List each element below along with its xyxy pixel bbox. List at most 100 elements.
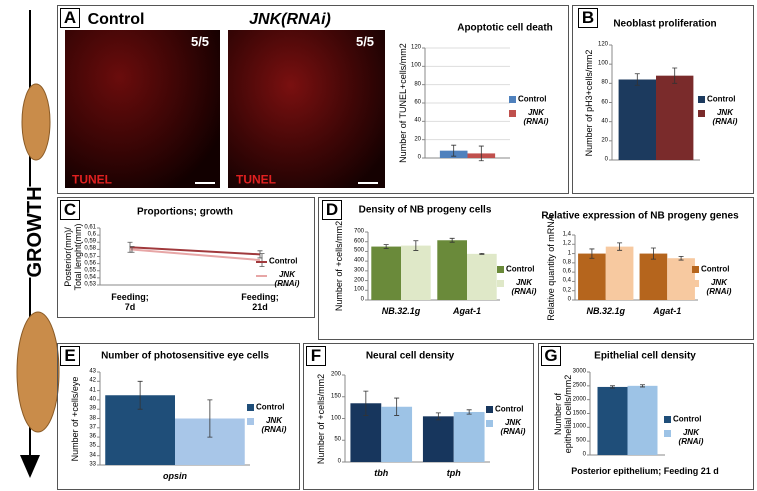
y-tick-label: 3000	[572, 368, 586, 375]
panel	[538, 343, 754, 490]
micrograph	[228, 30, 385, 188]
error-bar	[640, 384, 645, 388]
y-tick-label: 36	[89, 433, 96, 440]
bar	[639, 253, 668, 300]
legend-swatch	[247, 418, 254, 425]
legend-label: JNK (RNAi)	[678, 428, 704, 446]
chart-title: Density of NB progeny cells	[358, 204, 492, 216]
y-tick-label: 0,61	[84, 224, 96, 231]
y-tick-label: 80	[601, 80, 608, 87]
y-tick-label: 38	[89, 415, 96, 422]
bar	[605, 246, 634, 300]
y-tick-label: 300	[353, 267, 364, 274]
arrow-head	[20, 455, 40, 478]
stain: TUNEL	[72, 172, 112, 187]
error-bar	[466, 409, 472, 415]
error-bar	[413, 240, 419, 251]
bar	[371, 246, 401, 300]
line	[129, 248, 261, 262]
growth-label: GROWTH	[23, 186, 46, 278]
bar	[422, 416, 454, 462]
y-tick-label: 150	[330, 393, 341, 400]
micrograph	[65, 30, 220, 188]
stain: TUNEL	[236, 172, 276, 187]
x-tick-label: Agat-1	[452, 306, 482, 317]
x-tick-label: Agat-1	[653, 306, 682, 317]
y-tick-label: 0,53	[84, 281, 96, 288]
bar	[667, 258, 695, 300]
error-bar	[383, 244, 389, 249]
score: 5/5	[190, 33, 210, 49]
panel-letter: B	[578, 8, 598, 28]
y-tick-label: 0,6	[87, 231, 96, 238]
panel	[572, 5, 754, 194]
y-tick-label: 35	[89, 443, 96, 450]
chart-title: Epithelial cell density	[594, 350, 696, 362]
y-tick-label: 100	[353, 286, 364, 293]
bar	[597, 386, 628, 455]
y-tick-label: 0,55	[84, 267, 96, 274]
y-tick-label: 0,54	[84, 274, 96, 281]
legend-swatch	[486, 420, 493, 427]
chart-title: Proportions; growth	[136, 206, 234, 218]
panel	[57, 5, 569, 194]
y-tick-label: 0	[337, 458, 341, 465]
legend-swatch	[247, 404, 254, 411]
panel	[57, 343, 300, 490]
y-tick-label: 39	[89, 405, 96, 412]
y-tick-label: 600	[353, 238, 364, 245]
y-tick-label: 200	[353, 277, 364, 284]
y-tick-label: 0,8	[562, 259, 571, 266]
y-tick-label: 120	[410, 44, 421, 51]
y-tick-label: 2000	[572, 396, 586, 403]
y-axis-label: Number of +cells/mm2	[334, 220, 345, 312]
x-tick-label: NB.32.1g	[586, 306, 626, 317]
panel-letter: C	[60, 200, 80, 220]
y-tick-label: 40	[601, 118, 608, 125]
legend-swatch	[497, 280, 504, 287]
error-bar	[672, 67, 678, 84]
panel-letter: G	[541, 346, 561, 366]
error-bar	[207, 399, 213, 438]
bar	[401, 245, 431, 300]
legend-swatch	[664, 430, 671, 437]
y-tick-label: 500	[575, 437, 586, 444]
x-tick-label: tph	[446, 468, 461, 479]
y-axis-label: Relative quantity of mRNA	[546, 214, 557, 321]
legend-swatch	[692, 266, 699, 273]
y-tick-label: 1,4	[562, 231, 571, 238]
legend-swatch	[497, 266, 504, 273]
y-axis-label: Number of +cells/eye	[70, 376, 81, 461]
legend-label: JNK (RNAi)	[261, 416, 287, 434]
error-bar	[478, 145, 484, 162]
y-tick-label: 0,58	[84, 246, 96, 253]
panel	[303, 343, 534, 490]
bar	[656, 75, 694, 160]
image-title: Control	[87, 11, 145, 29]
y-axis-label: Number of TUNEL+cells/mm2	[398, 43, 409, 163]
legend-swatch	[486, 406, 493, 413]
y-tick-label: 1000	[572, 424, 586, 431]
panel-letter: F	[306, 346, 326, 366]
x-tick-label: Feeding; 7d	[111, 292, 149, 312]
legend-label: Control	[518, 94, 547, 104]
legend-label: JNK (RNAi)	[500, 418, 526, 436]
x-tick-label: Feeding; 21d	[241, 292, 279, 312]
x-axis-label: Posterior epithelium; Feeding 21 d	[571, 466, 719, 477]
y-tick-label: 43	[89, 368, 96, 375]
error-bar	[617, 242, 623, 251]
y-tick-label: 40	[414, 118, 421, 125]
panel-letter: A	[60, 8, 80, 28]
y-tick-label: 41	[89, 387, 96, 394]
legend-label: Control	[269, 256, 298, 266]
worm	[16, 311, 60, 433]
panel	[318, 197, 754, 340]
error-bar	[449, 237, 455, 243]
legend-label: Control	[495, 404, 524, 414]
legend-label: JNK (RNAi)	[274, 270, 300, 288]
y-tick-label: 1,2	[562, 240, 571, 247]
panel-letter: E	[60, 346, 80, 366]
panel-letter: D	[322, 200, 342, 220]
chart-title: Relative expression of NB progeny genes	[541, 210, 739, 222]
